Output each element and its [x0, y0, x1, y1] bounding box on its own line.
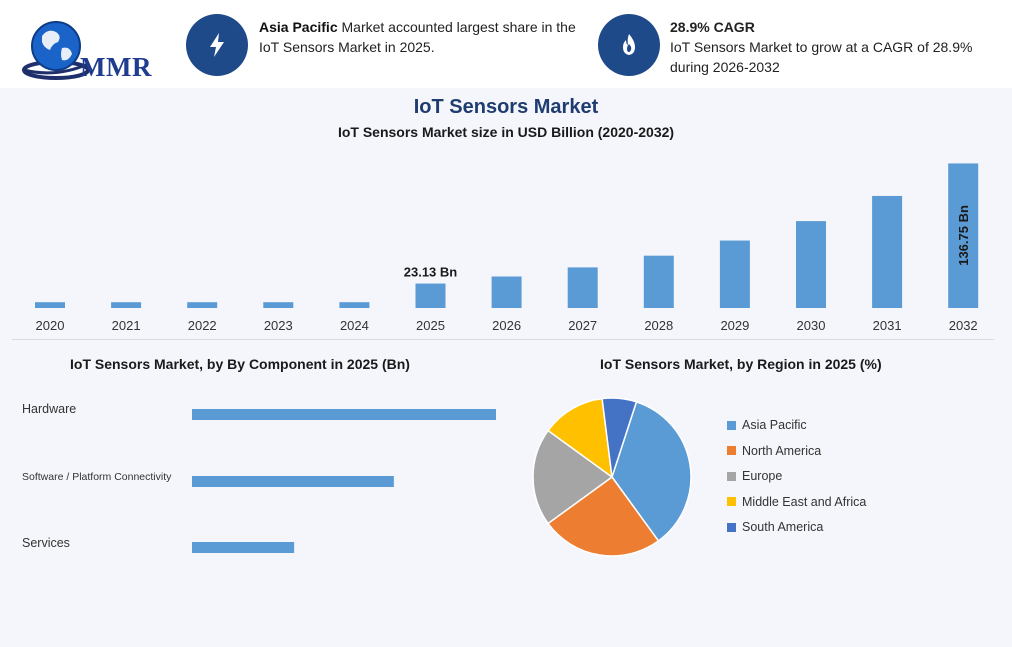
component-label: Services — [22, 536, 70, 550]
legend-swatch — [727, 446, 736, 455]
x-tick-label: 2029 — [720, 318, 749, 333]
info2-bold: 28.9% CAGR — [670, 19, 755, 35]
data-label: 136.75 Bn — [956, 205, 971, 266]
info-circle-1 — [186, 14, 248, 76]
bar-2022 — [187, 302, 218, 308]
legend-label: Middle East and Africa — [742, 494, 867, 509]
x-tick-label: 2027 — [568, 318, 597, 333]
globe-logo-icon — [22, 21, 90, 80]
bar-2026 — [491, 276, 522, 308]
bar-2023 — [263, 302, 294, 308]
chart-background — [0, 88, 1012, 647]
pie-slice — [611, 400, 692, 542]
legend-label: North America — [742, 443, 822, 458]
bar-2030 — [796, 221, 826, 308]
lightning-bolt-icon — [210, 33, 224, 57]
bar-2028 — [643, 255, 674, 308]
legend-label: Asia Pacific — [742, 418, 807, 432]
x-tick-label: 2020 — [36, 318, 65, 333]
component-chart-title: IoT Sensors Market, by By Component in 2… — [70, 356, 410, 372]
component-bar-chart — [192, 409, 496, 553]
pie-slice — [547, 475, 660, 557]
component-bar — [192, 476, 394, 487]
bar-2031 — [872, 195, 903, 308]
bar-2020 — [35, 302, 65, 308]
legend-item: North America — [727, 444, 821, 458]
legend-swatch — [727, 420, 736, 430]
growth-flame-icon — [623, 34, 635, 55]
data-label: 23.13 Bn — [404, 265, 458, 280]
region-pie-chart — [532, 397, 692, 557]
legend-swatch — [727, 497, 736, 506]
x-tick-label: 2023 — [264, 318, 293, 333]
bar-2025 — [415, 283, 446, 308]
bar-2024 — [339, 302, 370, 308]
legend-item: Europe — [727, 469, 782, 483]
pie-slice — [547, 397, 613, 479]
logo-text: MMR — [80, 52, 152, 82]
component-bar — [192, 542, 295, 553]
legend-item: South America — [727, 520, 823, 534]
legend-label: Europe — [742, 469, 783, 483]
bar-2032 — [948, 163, 979, 308]
bar-2021 — [111, 302, 142, 308]
x-tick-label: 2030 — [797, 318, 826, 333]
legend-item: Middle East and Africa — [727, 495, 866, 509]
legend-swatch — [727, 522, 736, 532]
x-tick-label: 2032 — [949, 318, 978, 333]
info-text-2: 28.9% CAGR IoT Sensors Market to grow at… — [670, 17, 990, 77]
x-tick-label: 2028 — [644, 318, 673, 333]
x-tick-label: 2024 — [340, 318, 369, 333]
legend-swatch — [727, 471, 736, 481]
info1-rest: Market accounted largest share in the Io… — [259, 19, 576, 55]
legend-label: South America — [742, 520, 824, 534]
info1-bold: Asia Pacific — [259, 19, 338, 35]
x-tick-label: 2021 — [112, 318, 141, 333]
info-text-1: Asia Pacific Market accounted largest sh… — [259, 17, 589, 57]
x-tick-label: 2025 — [416, 318, 445, 333]
pie-slice — [532, 429, 614, 525]
chart-subtitle: IoT Sensors Market size in USD Billion (… — [337, 124, 675, 140]
region-chart-title: IoT Sensors Market, by Region in 2025 (%… — [600, 356, 882, 372]
info2-rest: IoT Sensors Market to grow at a CAGR of … — [670, 39, 973, 75]
component-bar — [192, 409, 496, 420]
x-tick-label: 2031 — [873, 318, 902, 333]
x-tick-label: 2022 — [188, 318, 217, 333]
pie-slice — [601, 397, 638, 478]
component-label: Hardware — [22, 402, 77, 416]
market-size-bar-chart: 2020 2021 2022 2023 2024 2025 2026 2027 2028 2029… — [35, 163, 979, 333]
header — [0, 0, 1012, 88]
chart-main-title: IoT Sensors Market — [413, 96, 599, 118]
section-divider — [12, 339, 994, 340]
x-tick-label: 2026 — [492, 318, 521, 333]
company-logo[interactable]: MMR — [22, 18, 162, 84]
bar-2029 — [719, 240, 750, 308]
component-label: Software / Platform Connectivity — [22, 471, 172, 483]
bar-2027 — [567, 267, 598, 308]
legend-item: Asia Pacific — [727, 418, 807, 432]
info-circle-2 — [598, 14, 660, 76]
